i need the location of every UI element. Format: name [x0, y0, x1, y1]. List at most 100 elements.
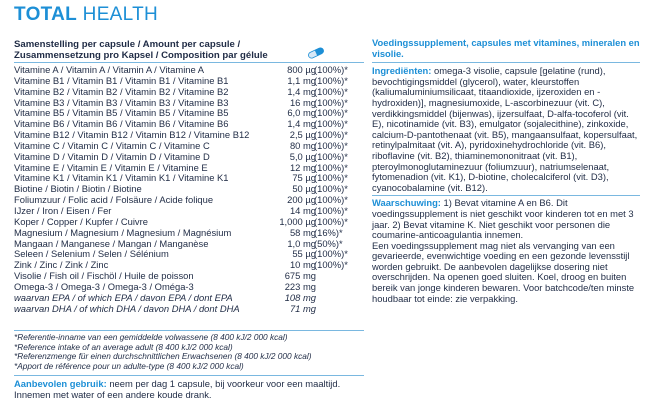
footnote: *Apport de référence pour un adulte-type… — [14, 361, 244, 372]
nutrient-name: Zink / Zinc / Zink / Zinc — [14, 259, 109, 271]
table-row: Foliumzuur / Folic acid / Folsäure / Aci… — [14, 194, 364, 206]
table-row: Vitamine D / Vitamin D / Vitamin D / Vit… — [14, 150, 364, 163]
usage: Aanbevolen gebruik: neem per dag 1 capsu… — [14, 378, 369, 400]
amount: 1,1 mg — [287, 74, 316, 86]
table-row: waarvan EPA / of which EPA / davon EPA /… — [14, 291, 364, 304]
ingredients-label: Ingrediënten: — [372, 65, 432, 77]
reference-percent: (100%)* — [314, 161, 348, 173]
amount: 800 µg — [287, 64, 316, 75]
table-row: Vitamine C / Vitamin C / Vitamin C / Vit… — [14, 139, 364, 152]
table-row: Mangaan / Manganese / Mangan / Manganèse… — [14, 237, 364, 250]
table-row: Magnesium / Magnesium / Magnesium / Magn… — [14, 226, 364, 239]
table-row: Vitamine K1 / Vitamin K1 / Vitamin K1 / … — [14, 173, 364, 184]
reference-percent: (16%)* — [314, 226, 343, 238]
table-row: Vitamine B2 / Vitamin B2 / Vitamin B2 / … — [14, 85, 364, 98]
nutrient-name: IJzer / Iron / Eisen / Fer — [14, 204, 112, 216]
amount: 80 mg — [289, 139, 316, 151]
amount: 12 mg — [289, 161, 316, 173]
nutrient-name: Foliumzuur / Folic acid / Folsäure / Aci… — [14, 194, 214, 206]
capsule-icon — [308, 47, 324, 59]
nutrient-name: Vitamine B5 / Vitamin B5 / Vitamin B5 / … — [14, 107, 229, 119]
reference-percent: (100%)* — [314, 85, 348, 97]
reference-percent: (100%)* — [314, 74, 348, 86]
amount: 16 mg — [289, 96, 316, 108]
table-row: Visolie / Fish oil / Fischöl / Huile de … — [14, 270, 364, 282]
nutrient-name: Vitamine B1 / Vitamin B1 / Vitamin B1 / … — [14, 74, 229, 86]
amount: 6,0 mg — [287, 107, 316, 119]
amount: 14 mg — [289, 204, 316, 216]
reference-percent: (100%)* — [314, 150, 348, 162]
table-header: Samenstelling per capsule / Amount per c… — [14, 39, 314, 61]
amount: 1,0 mg — [287, 237, 316, 249]
table-row: Omega-3 / Omega-3 / Omega-3 / Oméga-3 223… — [14, 280, 364, 293]
amount: 5,0 µg — [289, 150, 316, 162]
product-description: Voedingssupplement, capsules met vitamin… — [372, 37, 640, 59]
footnote: *Referentie-inname van een gemiddelde vo… — [14, 332, 288, 342]
usage-text: neem per dag 1 capsule, bij voorkeur voo… — [14, 378, 341, 400]
reference-percent: (100%)* — [314, 183, 348, 195]
nutrient-name: Biotine / Biotin / Biotin / Biotine — [14, 183, 142, 195]
amount: 675 mg — [284, 270, 316, 282]
table-row: Vitamine B1 / Vitamin B1 / Vitamin B1 / … — [14, 74, 364, 87]
amount: 55 µg — [292, 248, 316, 260]
nutrient-name: waarvan EPA / of which EPA / davon EPA /… — [14, 291, 233, 303]
footnotes: *Referentie-inname van een gemiddelde vo… — [14, 332, 364, 372]
warning: Waarschuwing: 1) Bevat vitamine A en B6.… — [372, 198, 640, 240]
footnote: *Reference intake of an average adult (8… — [14, 341, 233, 352]
amount: 75 µg — [292, 172, 316, 184]
reference-percent: (100%)* — [314, 248, 348, 260]
header-line: Zusammensetzung pro Kapsel / Composition… — [14, 49, 268, 61]
reference-percent: (100%)* — [314, 204, 348, 216]
warning-label: Waarschuwing: — [372, 197, 441, 209]
table-row: Vitamine E / Vitamin E / Vitamin E / Vit… — [14, 161, 364, 174]
reference-percent: (100%)* — [314, 215, 348, 227]
nutrient-name: Magnesium / Magnesium / Magnesium / Magn… — [14, 226, 232, 238]
table-row: Koper / Copper / Kupfer / Cuivre 1,000 µg… — [14, 215, 364, 228]
nutrient-name: Omega-3 / Omega-3 / Omega-3 / Oméga-3 — [14, 280, 194, 292]
rule — [14, 375, 364, 376]
amount: 50 µg — [292, 183, 316, 195]
product-title: TOTAL HEALTH — [14, 4, 158, 26]
nutrient-name: Vitamine B2 / Vitamin B2 / Vitamin B2 / … — [14, 85, 229, 97]
amount: 200 µg — [287, 194, 316, 206]
rule — [14, 330, 364, 331]
warning-text: 1) Bevat vitamine A en B6. Dit voedingss… — [372, 197, 634, 241]
nutrient-name: Vitamine K1 / Vitamin K1 / Vitamin K1 / … — [14, 172, 229, 184]
nutrient-name: Koper / Copper / Kupfer / Cuivre — [14, 215, 148, 227]
amount: 1,4 mg — [287, 118, 316, 130]
rule — [14, 62, 364, 63]
ingredients: Ingrediënten: omega-3 visolie, capsule [… — [372, 65, 640, 193]
table-row: Vitamine B3 / Vitamin B3 / Vitamin B3 / … — [14, 96, 364, 109]
nutrient-name: waarvan DHA / of which DHA / davon DHA /… — [14, 302, 240, 314]
table-row: IJzer / Iron / Eisen / Fer 14 mg (100%)* — [14, 204, 364, 217]
amount: 10 mg — [289, 259, 316, 271]
nutrient-name: Vitamine E / Vitamin E / Vitamin E / Vit… — [14, 161, 208, 173]
amount: 1,000 µg — [279, 215, 316, 227]
reference-percent: (100%)* — [314, 64, 348, 75]
table-row: Vitamine A / Vitamin A / Vitamin A / Vit… — [14, 64, 364, 76]
reference-percent: (100%)* — [314, 259, 348, 271]
rule — [372, 195, 640, 197]
amount: 71 mg — [289, 302, 316, 314]
amount: 58 mg — [289, 226, 316, 238]
nutrient-name: Visolie / Fish oil / Fischöl / Huile de … — [14, 270, 194, 282]
advice: Een voedingssupplement mag niet als verv… — [372, 239, 635, 304]
header-line: Samenstelling per capsule / Amount per c… — [14, 39, 241, 50]
table-row: waarvan DHA / of which DHA / davon DHA /… — [14, 302, 364, 315]
nutrient-name: Seleen / Selenium / Selen / Sélénium — [14, 248, 169, 260]
table-row: Vitamine B12 / Vitamin B12 / Vitamin B12… — [14, 129, 364, 141]
reference-percent: (100%)* — [314, 118, 348, 130]
amount: 2,5 µg — [289, 129, 316, 141]
rule — [372, 62, 640, 64]
amount: 1,4 mg — [287, 85, 316, 97]
table-row: Vitamine B6 / Vitamin B6 / Vitamin B6 / … — [14, 118, 364, 130]
reference-percent: (100%)* — [314, 96, 348, 108]
title-main: TOTAL — [14, 4, 78, 25]
nutrient-name: Vitamine A / Vitamin A / Vitamin A / Vit… — [14, 64, 205, 75]
nutrient-name: Vitamine B12 / Vitamin B12 / Vitamin B12… — [14, 129, 250, 141]
reference-percent: (100%)* — [314, 194, 348, 206]
nutrient-name: Mangaan / Manganese / Mangan / Manganèse — [14, 237, 209, 249]
usage-label: Aanbevolen gebruik: — [14, 378, 107, 389]
nutrient-name: Vitamine B3 / Vitamin B3 / Vitamin B3 / … — [14, 96, 229, 108]
table-row: Seleen / Selenium / Selen / Sélénium 55 µ… — [14, 248, 364, 260]
